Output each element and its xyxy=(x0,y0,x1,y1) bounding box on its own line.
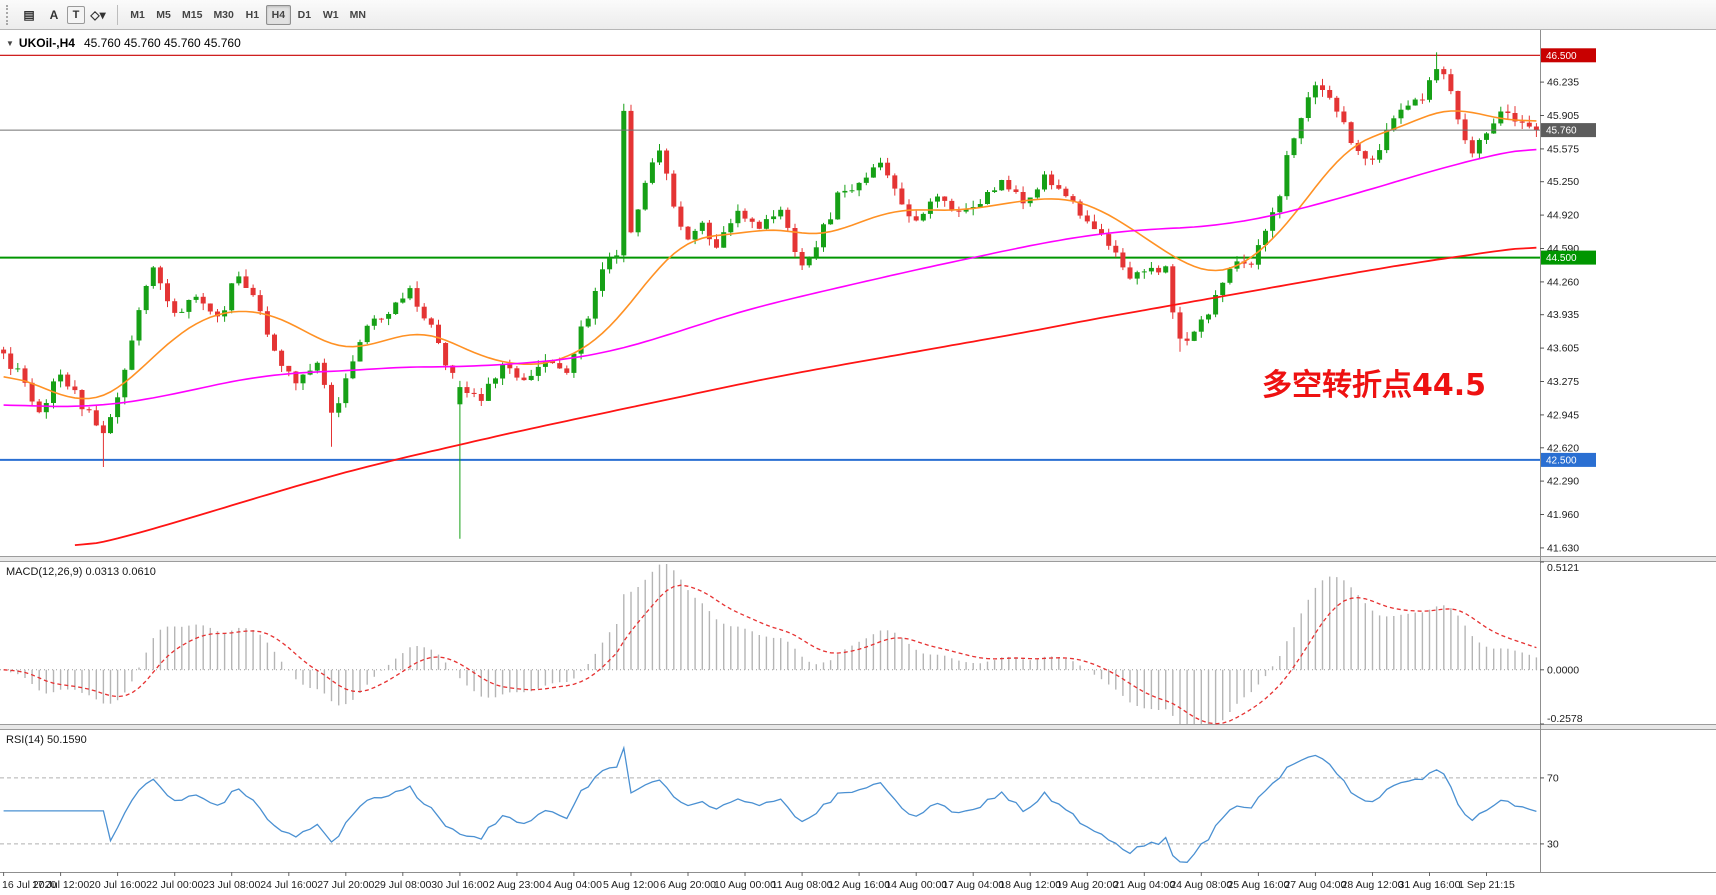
time-label: 17 Aug 04:00 xyxy=(942,879,1004,891)
price-badge-42.500 xyxy=(1541,452,1596,467)
timeframe-m1[interactable]: M1 xyxy=(130,8,145,21)
time-label: 20 Jul 16:00 xyxy=(89,879,146,891)
timeframe-d1[interactable]: D1 xyxy=(297,8,312,21)
timeframe-group: M1 M5 M15 M30 H1 H4 D1 W1 MN xyxy=(125,4,371,25)
timeframe-w1[interactable]: W1 xyxy=(322,8,339,21)
time-label: 22 Jul 00:00 xyxy=(146,879,203,891)
price-tick-label: 43.275 xyxy=(1547,376,1579,388)
panel-separator-rsi[interactable] xyxy=(0,724,1716,730)
price-tick-label: 41.630 xyxy=(1547,542,1579,554)
ma-orange-line xyxy=(3,110,1537,400)
timeframe-m15[interactable]: M15 xyxy=(182,8,203,21)
time-label: 16 Jul 2020 xyxy=(2,879,56,891)
panel-separator-macd[interactable] xyxy=(0,556,1716,562)
time-label: 12 Aug 16:00 xyxy=(828,879,890,891)
rsi-axis-label: 30 xyxy=(1547,838,1559,850)
macd-histogram xyxy=(9,564,1538,724)
time-axis[interactable] xyxy=(0,872,1716,895)
rsi-label: RSI(14) 50.1590 xyxy=(6,734,87,746)
price-tick-label: 42.945 xyxy=(1547,409,1579,421)
expand-triangle-icon[interactable]: ▼ xyxy=(6,39,14,48)
price-tick-label: 44.260 xyxy=(1547,276,1579,288)
chart-objects-icon[interactable]: ▤ xyxy=(23,7,35,22)
text-annotation-icon[interactable]: A xyxy=(49,7,59,22)
chart-area: 46.235 45.905 45.575 45.250 44.920 44.590 44.2… xyxy=(0,30,1716,895)
time-label: 18 Aug 12:00 xyxy=(999,879,1061,891)
price-tick-label: 42.620 xyxy=(1547,442,1579,454)
time-label: 4 Aug 04:00 xyxy=(546,879,602,891)
time-label: 2 Aug 23:00 xyxy=(489,879,545,891)
time-label: 6 Aug 20:00 xyxy=(660,879,716,891)
chart-canvas[interactable]: 46.23545.90545.57545.25044.92044.59044.2… xyxy=(0,30,1716,895)
price-tick-label: 45.250 xyxy=(1547,176,1579,188)
price-badge-44.500 xyxy=(1541,250,1596,265)
price-badge-label: 42.500 xyxy=(1546,455,1577,466)
rsi-line xyxy=(3,745,1537,863)
text-frame-icon[interactable]: T xyxy=(67,5,85,24)
time-label: 27 Aug 04:00 xyxy=(1284,879,1346,891)
toolbar: ▤ A T ◇▾ M1 M5 M15 M30 H1 H4 D1 W1 MN xyxy=(0,0,1716,30)
time-label: 24 Aug 08:00 xyxy=(1170,879,1232,891)
toolbar-separator xyxy=(117,4,118,25)
ma-magenta-line xyxy=(3,148,1537,408)
time-label: 19 Aug 20:00 xyxy=(1056,879,1118,891)
price-badge-45.760 xyxy=(1541,123,1596,138)
price-tick-label: 42.290 xyxy=(1547,476,1579,488)
price-axis[interactable] xyxy=(1540,30,1716,872)
price-badge-label: 45.760 xyxy=(1546,126,1577,137)
time-label: 5 Aug 12:00 xyxy=(603,879,659,891)
timeframe-m5[interactable]: M5 xyxy=(156,8,171,21)
time-label: 21 Aug 04:00 xyxy=(1113,879,1175,891)
toolbar-grip[interactable] xyxy=(6,4,12,25)
ma-red-line xyxy=(74,246,1537,546)
timeframe-h1[interactable]: H1 xyxy=(245,8,260,21)
macd-label: MACD(12,26,9) 0.0313 0.0610 xyxy=(6,566,156,578)
time-label: 10 Aug 00:00 xyxy=(714,879,776,891)
chart-symbol-period: UKOil-,H4 xyxy=(18,36,75,50)
price-tick-label: 43.935 xyxy=(1547,309,1579,321)
chart-ohlc-values: 45.760 45.760 45.760 45.760 xyxy=(83,36,241,50)
timeframe-mn[interactable]: MN xyxy=(349,8,366,21)
rsi-axis-label: 70 xyxy=(1547,772,1559,784)
macd-axis-label: 0.5121 xyxy=(1547,562,1579,574)
price-badge-label: 44.500 xyxy=(1546,253,1577,264)
time-label: 24 Jul 16:00 xyxy=(260,879,317,891)
candles-layer xyxy=(1,52,1539,539)
time-label: 27 Jul 20:00 xyxy=(317,879,374,891)
price-tick-label: 46.235 xyxy=(1547,77,1579,89)
time-label: 28 Aug 12:00 xyxy=(1342,879,1404,891)
time-label: 23 Jul 08:00 xyxy=(203,879,260,891)
time-label: 25 Aug 16:00 xyxy=(1227,879,1289,891)
price-tick-label: 43.605 xyxy=(1547,343,1579,355)
macd-axis-label: 0.0000 xyxy=(1547,664,1579,676)
price-tick-label: 44.920 xyxy=(1547,210,1579,222)
chart-tools-group: ▤ A T ◇▾ xyxy=(17,4,110,26)
price-tick-label: 41.960 xyxy=(1547,509,1579,521)
price-tick-label: 45.905 xyxy=(1547,110,1579,122)
macd-signal-line xyxy=(3,584,1537,725)
time-label: 30 Jul 16:00 xyxy=(431,879,488,891)
macd-axis-label: -0.2578 xyxy=(1547,713,1583,725)
time-label: 17 Jul 12:00 xyxy=(32,879,89,891)
price-tick-label: 45.575 xyxy=(1547,143,1579,155)
timeframe-h4[interactable]: H4 xyxy=(265,4,291,25)
price-badge-46.500 xyxy=(1541,48,1596,63)
time-label: 1 Sep 21:15 xyxy=(1458,879,1515,891)
time-label: 14 Aug 00:00 xyxy=(885,879,947,891)
time-label: 29 Jul 08:00 xyxy=(374,879,431,891)
time-label: 11 Aug 08:00 xyxy=(772,879,833,891)
time-label: 31 Aug 16:00 xyxy=(1399,879,1461,891)
price-badge-label: 46.500 xyxy=(1546,51,1577,62)
chart-title: ▼ UKOil-,H4 45.760 45.760 45.760 45.760 xyxy=(6,36,241,50)
chart-annotation-text: 多空转折点44.5 xyxy=(1262,368,1487,403)
draw-shapes-dropdown-icon[interactable]: ◇▾ xyxy=(90,7,106,22)
timeframe-m30[interactable]: M30 xyxy=(213,8,234,21)
